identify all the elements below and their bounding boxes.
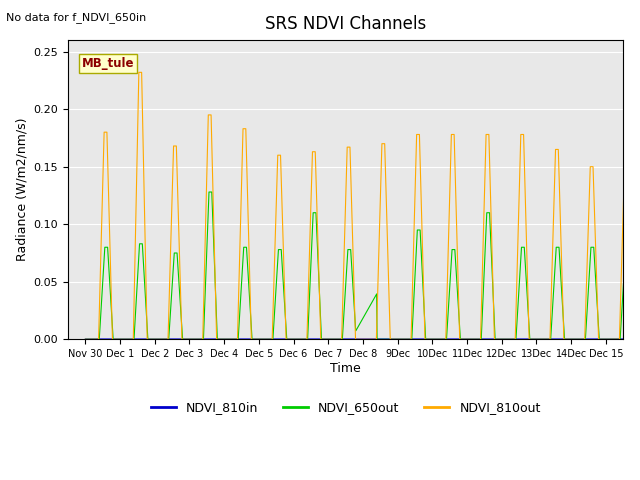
- Text: MB_tule: MB_tule: [82, 57, 134, 70]
- Legend: NDVI_810in, NDVI_650out, NDVI_810out: NDVI_810in, NDVI_650out, NDVI_810out: [145, 396, 546, 420]
- Text: No data for f_NDVI_650in: No data for f_NDVI_650in: [6, 12, 147, 23]
- X-axis label: Time: Time: [330, 362, 361, 375]
- Title: SRS NDVI Channels: SRS NDVI Channels: [265, 15, 426, 33]
- Y-axis label: Radiance (W/m2/nm/s): Radiance (W/m2/nm/s): [15, 118, 28, 262]
